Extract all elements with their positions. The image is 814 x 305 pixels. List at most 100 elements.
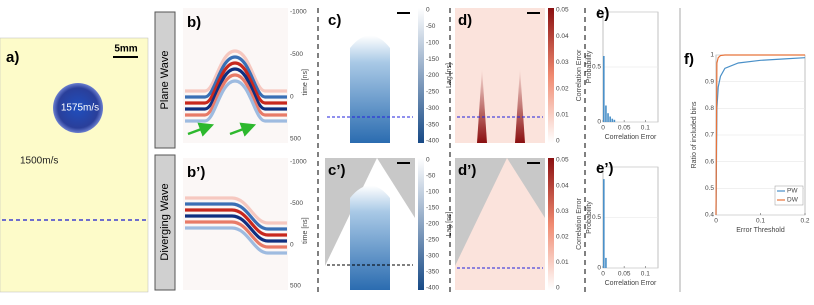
legend-label: PW bbox=[787, 188, 798, 195]
x-tick-label: 0.05 bbox=[618, 125, 631, 132]
colorbar-tick-label: -50 bbox=[426, 23, 436, 30]
y-tick-label: 0.6 bbox=[705, 158, 714, 165]
panel-label: e) bbox=[596, 5, 609, 22]
lag-map bbox=[350, 35, 390, 143]
panel-label: c’) bbox=[328, 162, 346, 179]
colorbar-tick-label: -400 bbox=[426, 285, 439, 292]
y-tick-label: 0 bbox=[597, 265, 601, 272]
wavefront bbox=[185, 73, 287, 117]
x-axis-label: Error Threshold bbox=[736, 227, 785, 234]
arrow bbox=[187, 122, 215, 137]
x-tick-label: 0.05 bbox=[618, 271, 631, 278]
tick-label: 500 bbox=[290, 283, 301, 290]
field bbox=[455, 8, 545, 143]
x-tick-label: 0.1 bbox=[641, 125, 650, 132]
y-tick-label: 0.5 bbox=[592, 214, 601, 221]
bar bbox=[603, 56, 605, 122]
wavefront bbox=[185, 208, 287, 237]
colorbar-tick-label: 0 bbox=[556, 285, 560, 292]
colorbar-tick-label: 0.04 bbox=[556, 33, 569, 40]
wavefront bbox=[185, 226, 287, 255]
x-tick-label: 0.2 bbox=[800, 218, 809, 225]
colorbar-tick-label: -100 bbox=[426, 39, 439, 46]
tick-label: -500 bbox=[290, 51, 303, 58]
legend-label: DW bbox=[787, 197, 799, 204]
colorbar-tick-label: -300 bbox=[426, 105, 439, 112]
error-streak bbox=[477, 68, 487, 143]
field bbox=[455, 158, 545, 290]
inclusion bbox=[53, 83, 103, 133]
colorbar-tick-label: -50 bbox=[426, 173, 436, 180]
bar bbox=[605, 257, 607, 268]
y-tick-label: 1 bbox=[597, 9, 601, 16]
panel-label: b) bbox=[187, 14, 201, 31]
colorbar-tick-label: -200 bbox=[426, 72, 439, 79]
y-tick-label: 0 bbox=[597, 119, 601, 126]
colorbar-tick-label: -350 bbox=[426, 269, 439, 276]
colorbar-tick-label: -100 bbox=[426, 189, 439, 196]
row-label: Plane Wave bbox=[159, 51, 171, 110]
colorbar bbox=[418, 158, 424, 290]
colorbar-tick-label: 0 bbox=[426, 157, 430, 164]
tick-label: -1000 bbox=[290, 159, 307, 166]
tick-label: -500 bbox=[290, 200, 303, 207]
colorbar-tick-label: 0.02 bbox=[556, 85, 569, 92]
colorbar-tick-label: 0 bbox=[556, 138, 560, 145]
scale-label: 5mm bbox=[114, 44, 137, 55]
colorbar bbox=[548, 8, 554, 143]
x-tick-label: 0.1 bbox=[641, 271, 650, 278]
x-tick-label: 0 bbox=[714, 218, 718, 225]
colorbar-tick-label: -400 bbox=[426, 138, 439, 145]
y-axis-label: Ratio of included bins bbox=[691, 101, 698, 168]
bar bbox=[603, 179, 605, 268]
colorbar-label: Correlation Error bbox=[576, 197, 583, 249]
panel-label: c) bbox=[328, 12, 341, 29]
colorbar-tick-label: -200 bbox=[426, 221, 439, 228]
colorbar-tick-label: -150 bbox=[426, 56, 439, 63]
bar bbox=[613, 119, 616, 122]
colorbar bbox=[418, 8, 424, 143]
panel-label: d) bbox=[458, 12, 472, 29]
colorbar-tick-label: 0.01 bbox=[556, 259, 569, 266]
x-tick-label: 0 bbox=[601, 125, 605, 132]
y-tick-label: 0.4 bbox=[705, 212, 714, 219]
arrow bbox=[229, 122, 257, 137]
row-label-box bbox=[154, 154, 176, 291]
y-tick-label: 1 bbox=[710, 52, 714, 59]
lag-map bbox=[350, 185, 390, 290]
y-tick-label: 0.8 bbox=[705, 105, 714, 112]
error-streak bbox=[515, 68, 525, 143]
y-tick-label: 0.5 bbox=[592, 64, 601, 71]
tick-label: 0 bbox=[290, 241, 294, 248]
y-axis-label: Probability bbox=[586, 50, 593, 83]
y-axis-label: Probability bbox=[586, 201, 593, 234]
colorbar-label: Lag [ns] bbox=[446, 211, 453, 236]
colorbar bbox=[548, 158, 554, 290]
tick-label: -1000 bbox=[290, 9, 307, 16]
wavefront bbox=[185, 214, 287, 243]
colorbar-tick-label: -350 bbox=[426, 121, 439, 128]
bar bbox=[607, 113, 609, 122]
wavefront bbox=[185, 79, 287, 123]
panel-label: d’) bbox=[458, 162, 476, 179]
inclusion-speed: 1575m/s bbox=[61, 103, 99, 114]
panel-label: e’) bbox=[596, 160, 614, 177]
colorbar-label: Lag [ns] bbox=[446, 63, 453, 88]
wavefront bbox=[185, 67, 287, 111]
wavefront bbox=[185, 202, 287, 231]
panel-label: b’) bbox=[187, 164, 205, 181]
wavefront bbox=[185, 220, 287, 249]
axis-label: time [ns] bbox=[302, 217, 309, 244]
panel-label: a) bbox=[6, 49, 19, 66]
colorbar-tick-label: 0.04 bbox=[556, 182, 569, 189]
y-tick-label: 0.5 bbox=[705, 185, 714, 192]
y-tick-label: 0.7 bbox=[705, 132, 714, 139]
colorbar-tick-label: 0.03 bbox=[556, 208, 569, 215]
x-axis-label: Correlation Error bbox=[605, 280, 657, 287]
bar bbox=[605, 105, 607, 122]
colorbar-tick-label: 0.01 bbox=[556, 112, 569, 119]
phantom bbox=[0, 37, 149, 293]
line bbox=[715, 57, 806, 216]
colorbar-tick-label: 0.05 bbox=[556, 157, 569, 164]
